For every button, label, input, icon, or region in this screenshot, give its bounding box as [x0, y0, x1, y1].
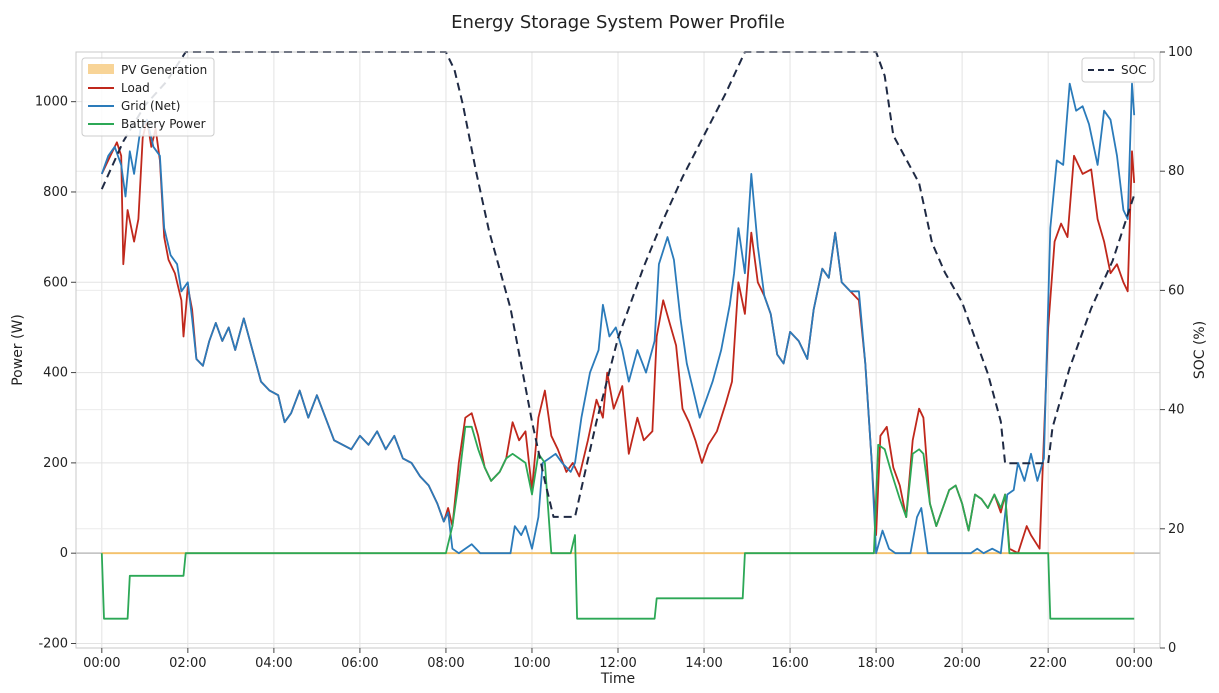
series-group	[100, 51, 1136, 620]
y2-tick-label: 100	[1168, 45, 1193, 60]
x-tick-label: 00:00	[1115, 656, 1152, 671]
x-tick-label: 22:00	[1029, 656, 1066, 671]
series-line-grid-net	[100, 82, 1136, 555]
legend-left: PV Generation Load Grid (Net) Battery Po…	[81, 57, 215, 137]
legend-label-grid-net: Grid (Net)	[121, 99, 180, 113]
x-tick-label: 18:00	[857, 656, 894, 671]
y2-tick-label: 80	[1168, 164, 1185, 179]
x-tick-label: 16:00	[771, 656, 808, 671]
legend-label-pv-generation: PV Generation	[121, 63, 207, 77]
x-tick-label: 00:00	[83, 656, 120, 671]
y-tick-label: 400	[43, 366, 68, 381]
legend-right-box	[1081, 57, 1155, 83]
x-tick-label: 14:00	[685, 656, 722, 671]
legend-label-soc: SOC	[1121, 63, 1146, 77]
x-tick-label: 02:00	[169, 656, 206, 671]
chart-title: Energy Storage System Power Profile	[451, 12, 785, 33]
x-tick-label: 06:00	[341, 656, 378, 671]
legend-label-battery-power: Battery Power	[121, 117, 206, 131]
series-line-battery-power	[100, 425, 1135, 620]
y2-tick-label: 0	[1168, 641, 1176, 656]
y2-axis-label: SOC (%)	[1192, 321, 1208, 379]
y2-tick-label: 40	[1168, 403, 1185, 418]
y-tick-label: 1000	[35, 95, 68, 110]
x-tick-label: 12:00	[599, 656, 636, 671]
y-tick-label: 800	[43, 185, 68, 200]
x-tick-label: 04:00	[255, 656, 292, 671]
legend-left-box	[81, 57, 215, 137]
legend-right: SOC	[1081, 57, 1155, 83]
x-tick-label: 20:00	[943, 656, 980, 671]
x-tick-label: 08:00	[427, 656, 464, 671]
y2-tick-label: 60	[1168, 283, 1185, 298]
y-tick-label: -200	[38, 636, 68, 651]
y-tick-label: 200	[43, 456, 68, 471]
y-tick-label: 600	[43, 275, 68, 290]
legend-swatch-pv-generation	[88, 64, 114, 74]
x-tick-label: 10:00	[513, 656, 550, 671]
legend-label-load: Load	[121, 81, 150, 95]
y2-tick-label: 20	[1168, 522, 1185, 537]
y-tick-label: 0	[60, 546, 68, 561]
series-line-soc	[100, 51, 1136, 518]
axes: 00:00 02:00 04:00 06:00 08:00 10:00 12:00 14:00…	[35, 45, 1193, 671]
x-axis-label: Time	[600, 671, 635, 687]
y-axis-label: Power (W)	[10, 314, 26, 386]
